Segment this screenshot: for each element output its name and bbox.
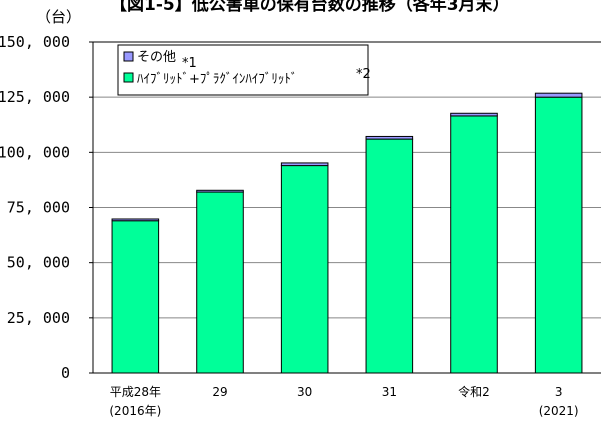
y-tick-label: 25, 000: [7, 309, 70, 327]
y-tick-label: 0: [61, 364, 70, 382]
bar-segment-other: [111, 218, 160, 222]
legend-label-other: その他: [137, 50, 176, 65]
x-category-sublabel: (2016年): [109, 404, 161, 418]
y-tick-label: 100, 000: [0, 143, 70, 161]
y-tick-label: 125, 000: [0, 88, 70, 106]
gridlines: [89, 41, 601, 374]
legend-box: [117, 44, 369, 96]
bar-segment-other: [280, 162, 329, 167]
x-category-label: 29: [212, 385, 227, 399]
y-tick-labels: 0 25, 000 50, 000 75, 000 100, 000 125, 000 15…: [0, 33, 70, 382]
x-category-labels: 平成28年 (2016年) 29 30 31 令和2 3 (2021): [109, 384, 578, 418]
x-category-label: 3: [555, 385, 563, 399]
x-category-label: 30: [297, 385, 312, 399]
bar-segment-hybrid: [280, 165, 329, 374]
bars: [111, 92, 583, 374]
y-tick-label: 50, 000: [7, 254, 70, 272]
bar-segment-other: [196, 189, 244, 193]
legend-swatch-other: [123, 51, 134, 62]
x-category-sublabel: (2021): [539, 404, 579, 418]
bar-segment-hybrid: [534, 96, 583, 374]
bar-segment-hybrid: [111, 220, 160, 374]
legend-note-1: *1: [182, 56, 197, 71]
bar-segment-hybrid: [450, 115, 498, 374]
legend-note-2: *2: [356, 67, 371, 82]
y-tick-label: 75, 000: [7, 199, 70, 217]
x-category-label: 平成28年: [110, 385, 161, 399]
y-tick-label: 150, 000: [0, 33, 70, 51]
chart-title: 【図1-5】低公害車の保有台数の推移（各年3月末）: [110, 0, 510, 15]
legend-label-hybrid: ﾊｲﾌﾞﾘｯﾄﾞ+ﾌﾟﾗｸﾞｲﾝﾊｲﾌﾞﾘｯﾄﾞ: [137, 72, 297, 87]
bar-segment-other: [450, 112, 498, 117]
x-category-label: 令和2: [458, 384, 490, 399]
legend-swatch-hybrid: [123, 72, 134, 83]
y-axis-unit-label: （台）: [36, 8, 81, 26]
bar-segment-hybrid: [196, 191, 244, 374]
bar-segment-other: [534, 92, 583, 98]
x-category-label: 31: [382, 385, 397, 399]
legend: その他 *1 ﾊｲﾌﾞﾘｯﾄﾞ+ﾌﾟﾗｸﾞｲﾝﾊｲﾌﾞﾘｯﾄﾞ *2: [117, 44, 371, 96]
bar-segment-hybrid: [365, 138, 414, 374]
bar-segment-other: [365, 135, 414, 140]
